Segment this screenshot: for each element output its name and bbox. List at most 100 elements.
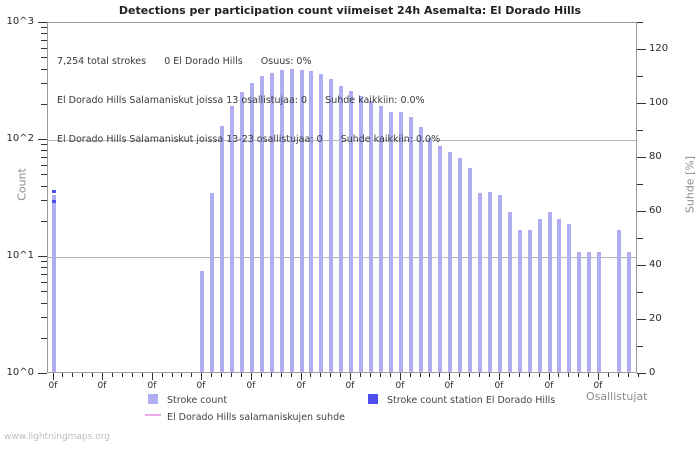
bar[interactable] — [567, 224, 571, 372]
bar[interactable] — [300, 70, 304, 372]
bar[interactable] — [260, 76, 264, 372]
x-axis-tick — [172, 373, 173, 377]
annotation-block: 7,254 total strokes 0 El Dorado Hills Os… — [57, 29, 440, 159]
y-axis-minor-tick-left — [41, 57, 47, 58]
bar[interactable] — [200, 271, 204, 372]
bar[interactable] — [210, 193, 214, 372]
bar[interactable] — [597, 252, 601, 372]
x-axis-tick — [539, 373, 540, 377]
bar[interactable] — [438, 146, 442, 372]
x-axis-label: 0f — [444, 381, 454, 391]
x-axis-label: 0f — [196, 381, 206, 391]
y-axis-tick-right — [637, 211, 646, 212]
bar[interactable] — [627, 252, 631, 372]
bar[interactable] — [230, 106, 234, 372]
bar[interactable] — [290, 69, 294, 372]
legend-item[interactable]: Stroke count — [148, 394, 227, 406]
x-axis-tick — [380, 373, 381, 377]
x-axis-tick — [231, 373, 232, 377]
bar[interactable] — [309, 71, 313, 372]
legend-label: El Dorado Hills salamaniskujen suhde — [167, 412, 345, 423]
x-axis-label: 0f — [48, 381, 58, 391]
bar[interactable] — [339, 86, 343, 372]
x-axis-tick — [291, 373, 292, 377]
x-axis-tick — [82, 373, 83, 377]
x-axis-tick — [598, 373, 599, 380]
x-axis-label: 0f — [147, 381, 157, 391]
bar[interactable] — [587, 252, 591, 372]
bar[interactable] — [220, 126, 224, 372]
y-axis-minor-tick-left — [41, 104, 47, 105]
legend-line-icon — [145, 414, 161, 416]
y-axis-title-left: Count — [15, 168, 29, 201]
x-axis-tick — [449, 373, 450, 380]
x-axis-tick — [181, 373, 182, 377]
x-axis-tick — [162, 373, 163, 377]
bar[interactable] — [52, 195, 56, 372]
x-axis-tick — [499, 373, 500, 380]
x-axis-tick — [92, 373, 93, 377]
bar[interactable] — [508, 212, 512, 372]
x-axis-tick — [191, 373, 192, 377]
y-axis-tick-right — [637, 22, 643, 23]
bar[interactable] — [369, 101, 373, 372]
legend-item[interactable]: El Dorado Hills salamaniskujen suhde — [145, 412, 345, 423]
y-axis-label-right: 120 — [649, 43, 669, 54]
y-axis-tick-right — [637, 319, 646, 320]
x-axis-title: Osallistujat — [586, 390, 648, 403]
y-axis-label-left: 10^1 — [6, 250, 34, 261]
bar[interactable] — [428, 138, 432, 372]
y-axis-tick-right — [637, 238, 643, 239]
bar[interactable] — [448, 152, 452, 372]
bar[interactable] — [557, 219, 561, 372]
bar[interactable] — [419, 127, 423, 372]
x-axis-tick — [261, 373, 262, 377]
bar[interactable] — [458, 158, 462, 372]
x-axis-label: 0f — [593, 381, 603, 391]
bar[interactable] — [518, 230, 522, 372]
bar[interactable] — [379, 106, 383, 372]
x-axis-tick — [221, 373, 222, 377]
bar[interactable] — [240, 92, 244, 372]
bar[interactable] — [389, 112, 393, 372]
bar[interactable] — [280, 70, 284, 372]
bar[interactable] — [409, 117, 413, 372]
bar[interactable] — [319, 74, 323, 372]
bar[interactable] — [329, 79, 333, 372]
bar[interactable] — [359, 96, 363, 372]
watermark: www.lightningmaps.org — [4, 432, 110, 442]
bar[interactable] — [577, 252, 581, 372]
x-axis-tick — [578, 373, 579, 377]
x-axis-tick — [301, 373, 302, 380]
x-axis-tick — [529, 373, 530, 377]
x-axis-label: 0f — [296, 381, 306, 391]
bar[interactable] — [528, 230, 532, 372]
bar[interactable] — [250, 83, 254, 372]
bar[interactable] — [270, 73, 274, 372]
bar[interactable] — [488, 192, 492, 372]
x-axis-tick — [112, 373, 113, 377]
x-axis-tick — [618, 373, 619, 377]
bar-station[interactable] — [52, 200, 56, 203]
bar[interactable] — [548, 212, 552, 372]
y-axis-tick-right — [637, 292, 643, 293]
x-axis-tick — [241, 373, 242, 377]
y-axis-title-right: Suhde [%] — [683, 155, 697, 214]
legend-item[interactable]: Stroke count station El Dorado Hills — [368, 394, 555, 406]
y-axis-label-left: 10^0 — [6, 367, 34, 378]
bar[interactable] — [617, 230, 621, 372]
bar[interactable] — [478, 193, 482, 372]
y-axis-label-right: 40 — [649, 259, 662, 270]
bar[interactable] — [399, 112, 403, 372]
bar[interactable] — [498, 195, 502, 372]
bar[interactable] — [538, 219, 542, 372]
y-axis-minor-tick-left — [41, 144, 47, 145]
x-axis-tick — [489, 373, 490, 377]
x-axis-tick — [439, 373, 440, 377]
bar[interactable] — [468, 168, 472, 372]
bar-station[interactable] — [52, 190, 56, 193]
plot-area — [47, 22, 637, 373]
y-axis-minor-tick-left — [41, 157, 47, 158]
legend-swatch-icon — [148, 394, 158, 404]
bar[interactable] — [349, 91, 353, 372]
